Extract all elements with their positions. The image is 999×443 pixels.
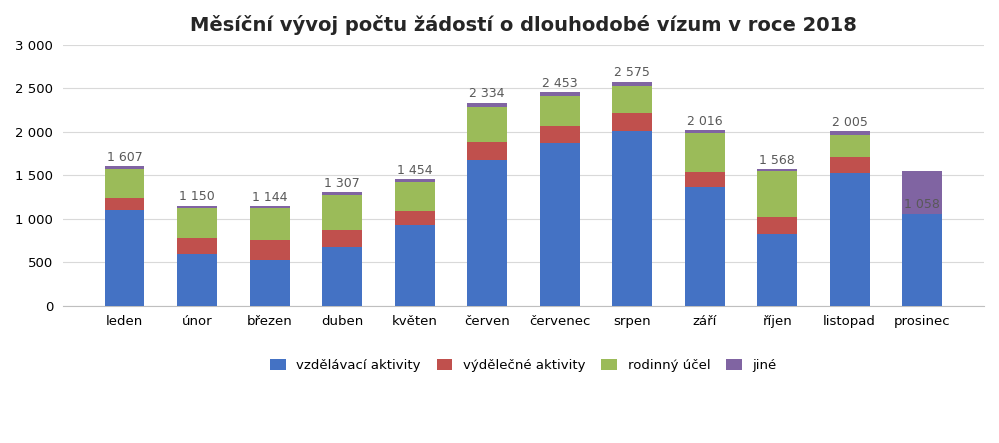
Text: 1 058: 1 058 <box>904 198 940 211</box>
Bar <box>757 171 797 217</box>
Bar <box>322 195 362 230</box>
Bar <box>757 234 797 306</box>
Bar <box>105 169 145 198</box>
Bar <box>830 173 869 306</box>
Bar <box>395 182 435 211</box>
Bar <box>612 82 652 86</box>
Bar <box>757 217 797 234</box>
Bar <box>250 260 290 306</box>
Text: 2 575: 2 575 <box>614 66 650 79</box>
Bar <box>612 86 652 113</box>
Bar <box>468 159 507 306</box>
Title: Měsíční vývoj počtu žádostí o dlouhodobé vízum v roce 2018: Měsíční vývoj počtu žádostí o dlouhodobé… <box>190 15 857 35</box>
Legend: vzdělávací aktivity, výdělečné aktivity, rodinný účel, jiné: vzdělávací aktivity, výdělečné aktivity,… <box>265 354 782 377</box>
Bar <box>612 132 652 306</box>
Bar <box>395 211 435 225</box>
Bar <box>395 179 435 182</box>
Bar <box>539 96 579 126</box>
Bar <box>105 210 145 306</box>
Bar <box>684 172 724 187</box>
Bar <box>250 208 290 241</box>
Bar <box>105 198 145 210</box>
Text: 1 607: 1 607 <box>107 151 143 163</box>
Bar <box>539 93 579 96</box>
Text: 1 150: 1 150 <box>179 190 215 203</box>
Bar <box>468 107 507 142</box>
Text: 1 144: 1 144 <box>252 191 288 204</box>
Bar <box>177 238 217 254</box>
Bar <box>250 206 290 208</box>
Bar <box>612 113 652 132</box>
Text: 1 307: 1 307 <box>325 177 360 190</box>
Bar <box>105 166 145 169</box>
Bar <box>830 132 869 135</box>
Bar <box>902 171 942 214</box>
Bar <box>684 130 724 133</box>
Bar <box>902 171 942 208</box>
Bar <box>539 126 579 143</box>
Bar <box>468 142 507 159</box>
Text: 2 453: 2 453 <box>541 77 577 90</box>
Bar <box>322 230 362 247</box>
Bar <box>468 103 507 107</box>
Bar <box>684 187 724 306</box>
Bar <box>830 135 869 157</box>
Bar <box>902 214 942 306</box>
Bar <box>177 206 217 208</box>
Bar <box>322 192 362 195</box>
Text: 2 016: 2 016 <box>687 115 722 128</box>
Text: 1 454: 1 454 <box>397 164 433 177</box>
Bar <box>395 225 435 306</box>
Bar <box>830 157 869 173</box>
Text: 2 005: 2 005 <box>832 116 867 129</box>
Bar <box>322 247 362 306</box>
Bar <box>539 143 579 306</box>
Text: 2 334: 2 334 <box>470 87 504 101</box>
Bar <box>177 254 217 306</box>
Bar <box>757 169 797 171</box>
Text: 1 568: 1 568 <box>759 154 795 167</box>
Bar <box>250 241 290 260</box>
Bar <box>177 208 217 238</box>
Bar <box>902 208 942 214</box>
Bar <box>684 133 724 172</box>
